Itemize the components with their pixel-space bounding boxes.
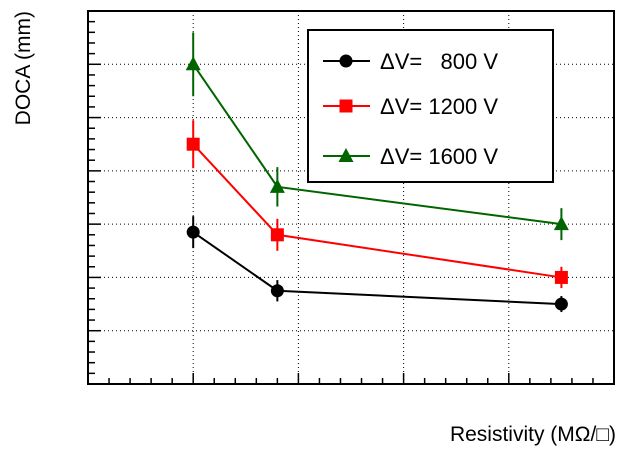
series-1 — [186, 120, 568, 289]
data-point — [554, 297, 568, 311]
data-point — [270, 228, 284, 242]
axes — [87, 10, 615, 385]
x-axis-label: Resistivity (MΩ/□) — [450, 423, 616, 446]
legend-marker — [338, 148, 354, 162]
legend-label: ΔV= 1200 V — [380, 94, 498, 119]
y-axis-label: DOCA (mm) — [12, 11, 35, 125]
legend-marker — [339, 54, 353, 68]
data-point — [553, 216, 569, 231]
series-line — [192, 231, 562, 306]
legend-label: ΔV= 800 V — [380, 49, 498, 74]
data-point — [554, 270, 568, 284]
data-point — [186, 137, 200, 151]
series-2 — [185, 32, 569, 241]
legend: ΔV= 800 V ΔV= 1200 V ΔV= 1600 V — [307, 29, 554, 183]
plot-frame — [87, 10, 615, 385]
series-layer — [185, 32, 569, 313]
data-point — [186, 225, 200, 239]
data-point — [270, 284, 284, 298]
data-point — [269, 178, 285, 193]
series-0 — [186, 216, 568, 313]
data-point — [185, 56, 201, 71]
legend-marker — [339, 99, 353, 113]
legend-label: ΔV= 1600 V — [380, 144, 498, 169]
